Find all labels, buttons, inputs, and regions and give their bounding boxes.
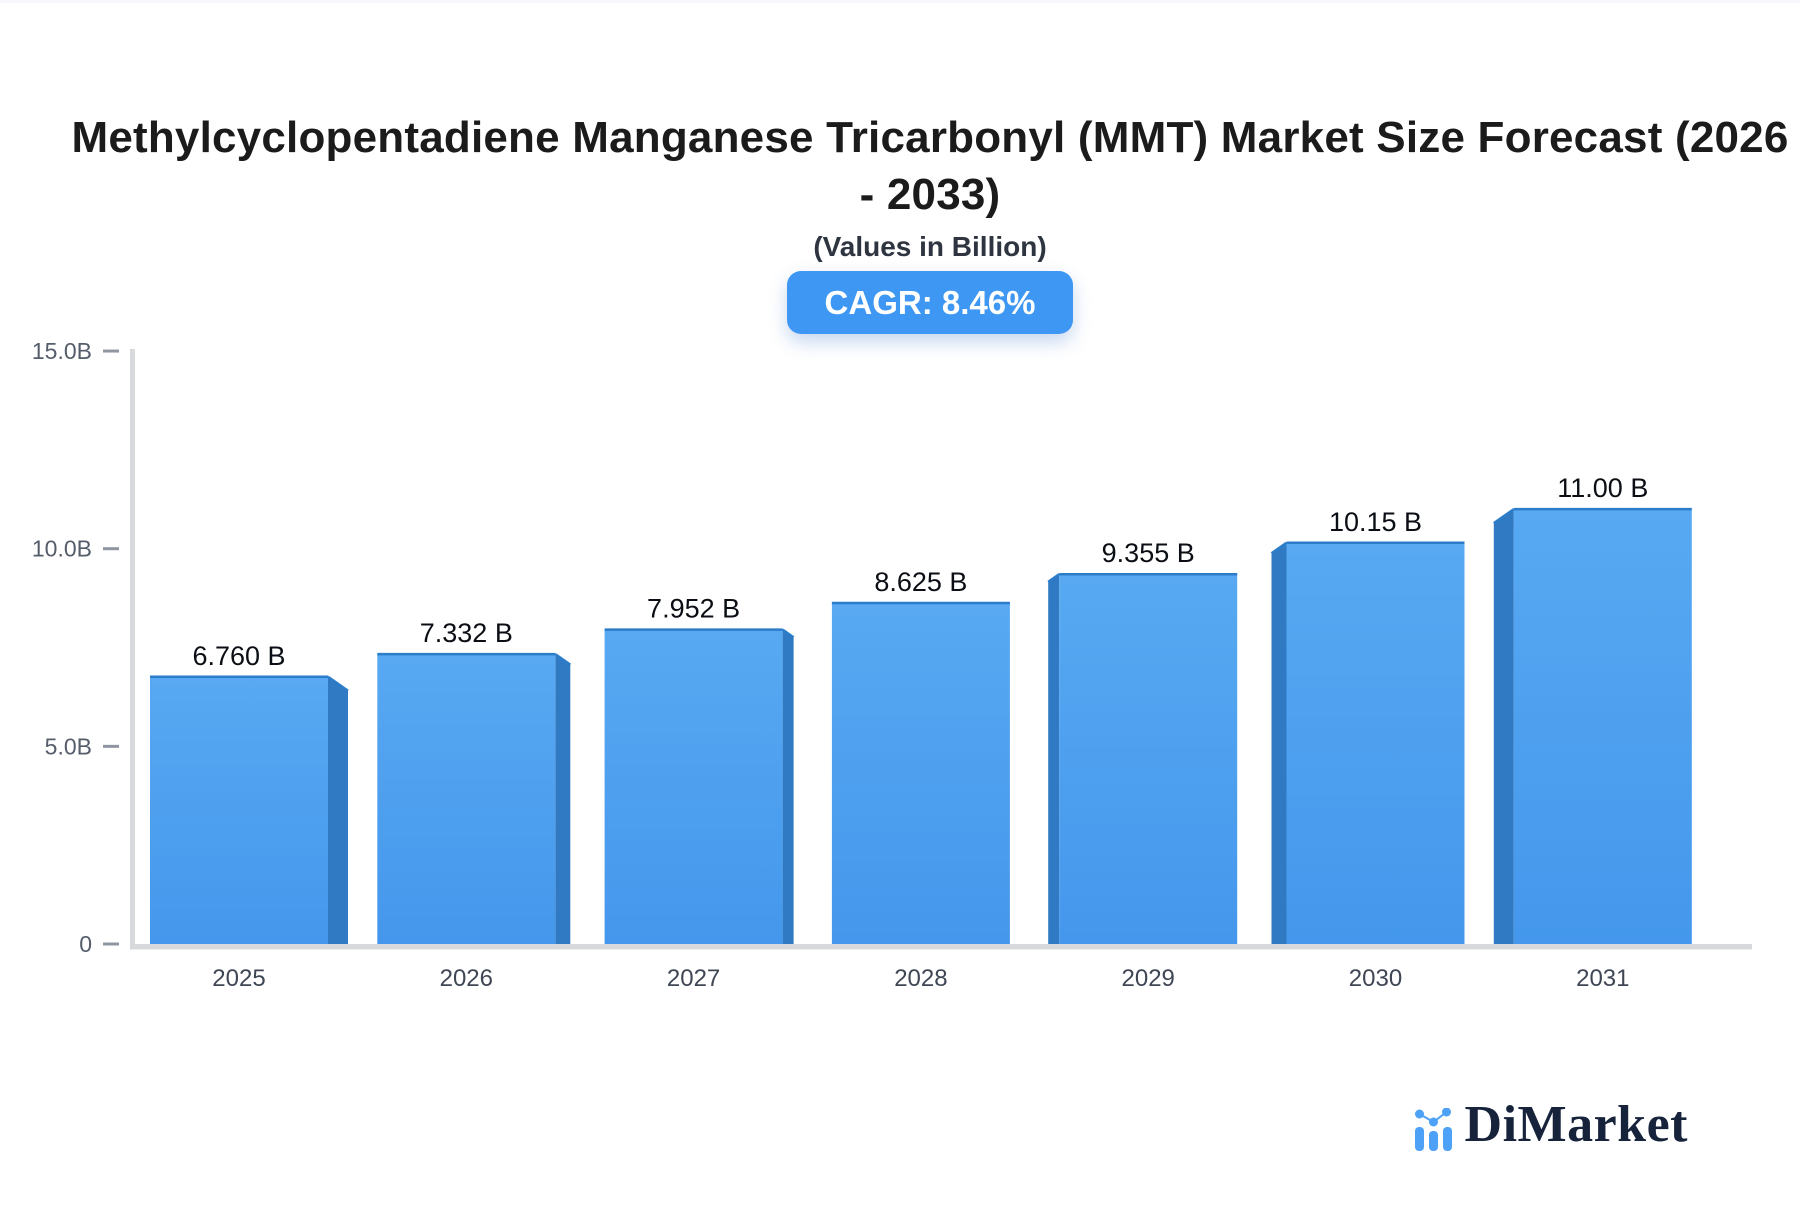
bar-2028[interactable] (831, 601, 1010, 944)
brand-logo-text: DiMarket (1464, 1096, 1688, 1153)
bar-side-top-edge (781, 628, 795, 639)
bar-side-top-edge (1493, 508, 1515, 525)
cagr-badge: CAGR: 8.46% (786, 271, 1074, 334)
bar-front-face (1286, 542, 1465, 944)
brand-logo: DiMarket (1414, 1096, 1688, 1153)
bar-side-face (782, 629, 794, 944)
bar-chart: 0 5.0B 10.0B 15.0B 6.760 B 2025 7.332 B 2026 7.9… (32, 338, 1752, 992)
page-title: Methylcyclopentadiene Manganese Tricarbo… (60, 109, 1800, 223)
bar-side-face (555, 654, 571, 944)
bar-value-label: 9.355 B (1102, 538, 1195, 568)
bar-front-face (1513, 509, 1692, 944)
y-tick-mark (103, 942, 119, 946)
x-category-label: 2031 (1576, 965, 1629, 992)
x-category-label: 2027 (667, 965, 720, 992)
bar-2027[interactable] (604, 628, 795, 944)
bar-value-label: 7.952 B (647, 594, 740, 624)
y-tick-label: 0 (79, 931, 92, 957)
y-tick-label: 5.0B (45, 733, 92, 759)
bar-front-face (1059, 574, 1238, 944)
bar-front-face (150, 676, 328, 944)
y-tick-mark (103, 547, 119, 551)
y-tick-label: 15.0B (32, 338, 92, 364)
bar-side-face (1493, 509, 1514, 944)
bar-chart-logo-icon (1414, 1108, 1452, 1151)
x-axis-line (130, 944, 1752, 950)
bar-value-label: 8.625 B (874, 567, 967, 597)
bar-2026[interactable] (377, 652, 572, 944)
x-category-label: 2025 (212, 965, 265, 992)
bar-side-face (1048, 574, 1060, 944)
bar-value-label: 10.15 B (1329, 507, 1422, 537)
chart-header: Methylcyclopentadiene Manganese Tricarbo… (0, 3, 1800, 334)
x-category-label: 2029 (1122, 965, 1175, 992)
bar-2030[interactable] (1270, 541, 1465, 944)
bar-2029[interactable] (1047, 572, 1238, 944)
bar-side-top-edge (554, 653, 572, 666)
bar-2031[interactable] (1493, 507, 1692, 944)
x-category-label: 2026 (440, 965, 493, 992)
bar-front-face (377, 654, 556, 944)
y-axis-line (130, 349, 135, 949)
bar-front-face (604, 629, 783, 944)
chart-subtitle: (Values in Billion) (813, 231, 1047, 262)
x-category-label: 2030 (1349, 965, 1402, 992)
bar-side-top-edge (1047, 573, 1060, 583)
y-tick-label: 10.0B (32, 536, 92, 562)
bar-2025[interactable] (150, 675, 349, 944)
bar-side-face (328, 676, 348, 944)
bar-value-label: 7.332 B (420, 618, 513, 648)
bar-side-top-edge (327, 675, 349, 692)
y-tick-mark (103, 349, 119, 353)
bar-side-face (1271, 542, 1287, 944)
bar-front-face (831, 603, 1010, 944)
x-category-label: 2028 (894, 965, 947, 992)
bar-value-label: 6.760 B (192, 641, 285, 671)
page-title-line1: Methylcyclopentadiene Manganese Tricarbo… (71, 113, 1789, 162)
bar-side-top-edge (1270, 541, 1288, 555)
page-title-line2: - 2033) (859, 170, 1001, 219)
y-tick-mark (103, 744, 119, 748)
bar-value-label: 11.00 B (1557, 473, 1648, 503)
